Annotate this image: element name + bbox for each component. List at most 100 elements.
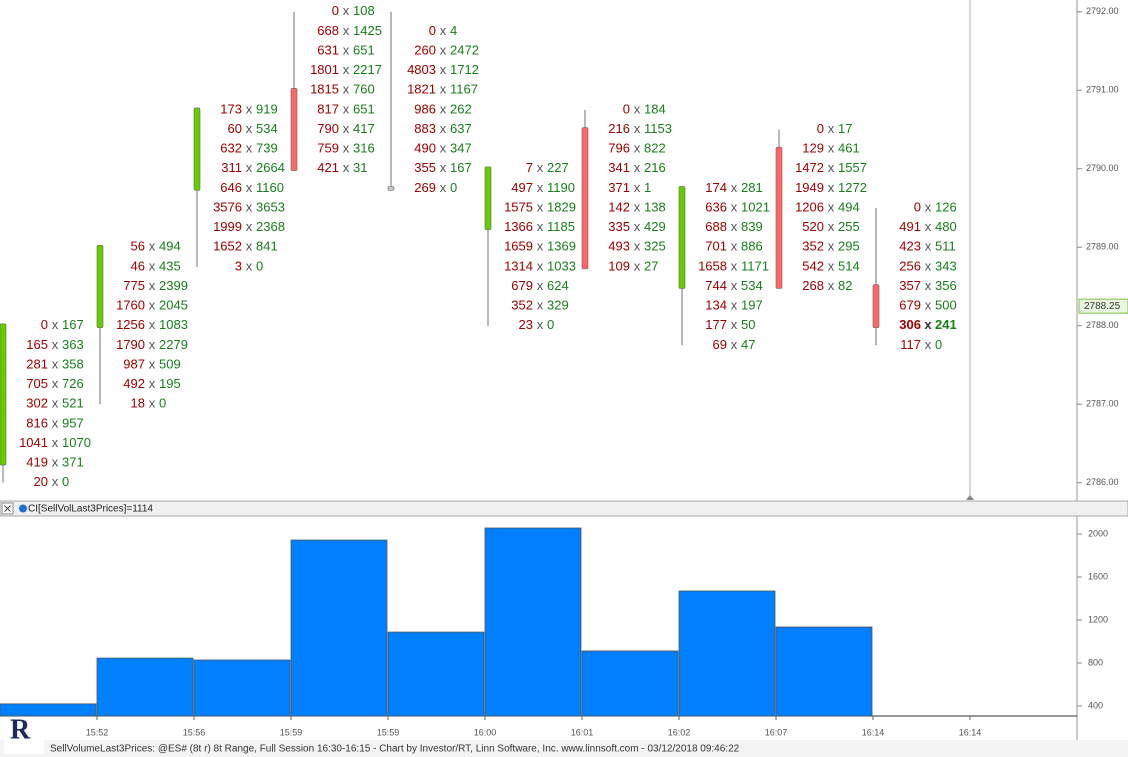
bid-volume: 355: [414, 160, 436, 175]
candle-body: [0, 323, 7, 466]
ask-volume: 2217: [353, 62, 382, 77]
separator: x: [634, 199, 641, 214]
separator: x: [828, 160, 835, 175]
x-tick-label: 15:52: [86, 727, 109, 737]
bid-volume: 174: [705, 180, 727, 195]
separator: x: [731, 239, 738, 254]
ask-volume: 1829: [547, 199, 576, 214]
ask-volume: 739: [256, 141, 278, 156]
logo-box: [4, 718, 44, 754]
ask-volume: 1160: [256, 180, 284, 195]
ask-volume: 4: [450, 23, 457, 38]
separator: x: [634, 239, 641, 254]
indicator-title: CI[SellVolLast3Prices]=1114: [28, 504, 153, 515]
ask-volume: 651: [353, 101, 375, 116]
separator: x: [634, 141, 641, 156]
separator: x: [925, 258, 932, 273]
bid-volume: 23: [519, 317, 533, 332]
bid-volume: 1256: [116, 317, 145, 332]
ask-volume: 2664: [256, 160, 285, 175]
last-price-box: [1078, 298, 1128, 314]
separator: x: [149, 239, 156, 254]
bid-volume: 260: [414, 42, 436, 57]
separator: x: [52, 356, 59, 371]
separator: x: [52, 376, 59, 391]
ask-volume: 0: [256, 258, 263, 273]
separator: x: [925, 298, 932, 313]
ask-volume: 534: [256, 121, 278, 136]
candle-body: [290, 87, 298, 172]
ask-volume: 521: [62, 396, 84, 411]
x-tick-label: 16:00: [474, 727, 497, 737]
ask-volume: 197: [741, 298, 763, 313]
ask-volume: 0: [935, 337, 942, 352]
bid-volume: 335: [608, 219, 630, 234]
separator: x: [343, 141, 350, 156]
bid-volume: 520: [802, 219, 824, 234]
bid-volume: 1659: [504, 239, 533, 254]
ask-volume: 184: [644, 101, 666, 116]
ask-volume: 329: [547, 298, 569, 313]
bid-volume: 20: [34, 474, 48, 489]
y-tick-label: 2787.00: [1086, 399, 1119, 409]
ask-volume: 1070: [62, 435, 91, 450]
bid-volume: 542: [802, 258, 824, 273]
indicator-dot: [19, 504, 27, 513]
separator: x: [52, 455, 59, 470]
bid-volume: 423: [899, 239, 921, 254]
bid-volume: 679: [511, 278, 533, 293]
separator: x: [246, 121, 253, 136]
separator: x: [343, 82, 350, 97]
separator: x: [52, 474, 59, 489]
y-tick-label: 1200: [1088, 614, 1108, 624]
bid-volume: 987: [123, 356, 145, 371]
ask-volume: 429: [644, 219, 666, 234]
y-tick-label: 800: [1088, 657, 1103, 667]
ask-volume: 841: [256, 239, 278, 254]
y-tick-label: 2788.00: [1086, 320, 1119, 330]
ask-volume: 31: [353, 160, 367, 175]
separator: x: [52, 396, 59, 411]
y-tick-label: 2789.00: [1086, 242, 1119, 252]
candle-body: [193, 107, 201, 191]
separator: x: [828, 239, 835, 254]
bid-volume: 1760: [116, 298, 145, 313]
bid-volume: 109: [608, 258, 630, 273]
bar: [775, 626, 873, 717]
ask-volume: 2279: [159, 337, 188, 352]
bid-volume: 165: [26, 337, 48, 352]
ask-volume: 1557: [838, 160, 867, 175]
ask-volume: 325: [644, 239, 666, 254]
separator: x: [149, 278, 156, 293]
ask-volume: 839: [741, 219, 763, 234]
bid-volume: 744: [705, 278, 727, 293]
bid-volume: 986: [414, 101, 436, 116]
ask-volume: 195: [159, 376, 181, 391]
bid-volume: 18: [131, 396, 145, 411]
bid-volume: 1801: [310, 62, 339, 77]
bid-volume: 668: [317, 23, 339, 38]
bid-volume: 0: [817, 121, 824, 136]
bid-volume: 0: [41, 317, 48, 332]
separator: x: [634, 219, 641, 234]
bid-volume: 216: [608, 121, 630, 136]
ask-volume: 494: [159, 239, 181, 254]
ask-volume: 1712: [450, 62, 479, 77]
bid-volume: 69: [713, 337, 727, 352]
bid-volume: 1206: [795, 199, 824, 214]
separator: x: [246, 180, 253, 195]
bid-volume: 796: [608, 141, 630, 156]
x-tick-label: 16:01: [571, 727, 594, 737]
separator: x: [149, 317, 156, 332]
bid-volume: 632: [220, 141, 242, 156]
separator: x: [149, 298, 156, 313]
bid-volume: 646: [220, 180, 242, 195]
bid-volume: 1652: [213, 239, 242, 254]
bid-volume: 173: [220, 101, 242, 116]
bid-volume: 281: [26, 356, 48, 371]
bid-volume: 60: [228, 121, 242, 136]
ask-volume: 371: [62, 455, 84, 470]
ask-volume: 822: [644, 141, 666, 156]
